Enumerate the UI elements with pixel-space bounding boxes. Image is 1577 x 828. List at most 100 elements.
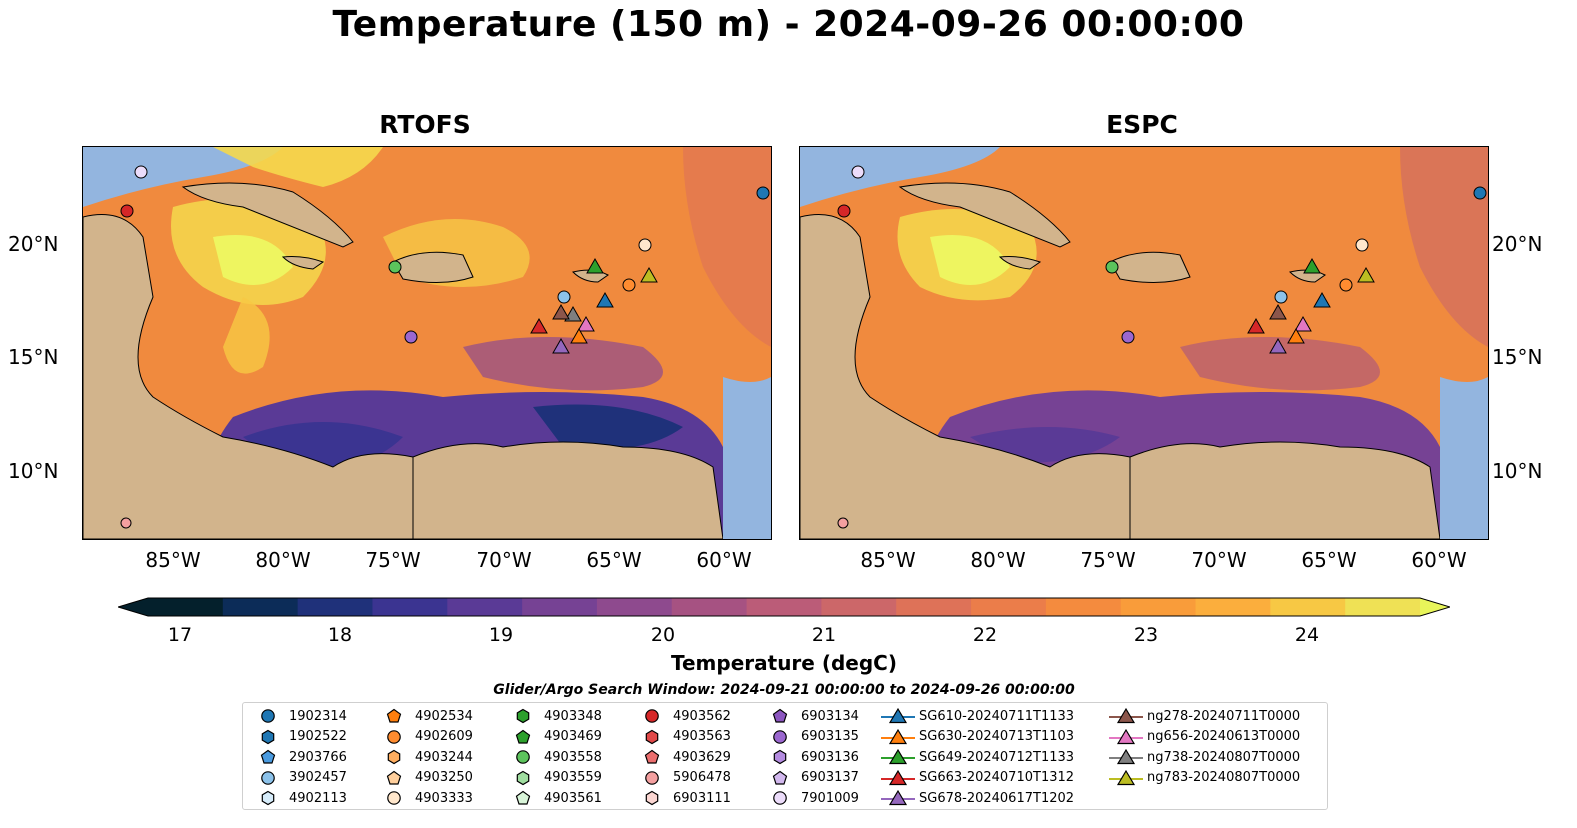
colorbar-tick: 19 — [488, 624, 514, 646]
legend-label: 1902522 — [289, 729, 347, 745]
pentagon-marker-icon — [761, 706, 799, 726]
legend-label: 3902457 — [289, 770, 347, 786]
triangle-marker-icon — [879, 768, 917, 788]
legend-label: 6903134 — [801, 708, 859, 724]
legend-item: 6903135 — [761, 727, 859, 748]
map-panel-espc — [799, 146, 1489, 540]
colorbar-tick: 24 — [1294, 624, 1320, 646]
colorbar-segment — [1045, 598, 1122, 616]
legend-item: SG649-20240712T1133 — [879, 747, 1074, 768]
lat-tick-right: 20°N — [1492, 232, 1543, 256]
legend-column: 4903562 4903563 4903629 5906478 6903111 — [633, 706, 731, 809]
lon-tick-espc: 60°W — [1411, 548, 1467, 572]
legend-item: 2903766 — [249, 747, 347, 768]
lon-tick-espc: 70°W — [1191, 548, 1247, 572]
map-panel-rtofs — [82, 146, 772, 540]
legend-label: 4903559 — [544, 770, 602, 786]
circle-marker-icon — [633, 706, 671, 726]
legend-item: 4903348 — [504, 706, 602, 727]
legend-label: SG649-20240712T1133 — [919, 749, 1075, 765]
circle-marker-icon — [249, 768, 287, 788]
colorbar-segment — [596, 598, 673, 616]
legend-label: 4903561 — [544, 790, 602, 806]
lat-tick-right: 10°N — [1492, 459, 1543, 483]
legend-column: 6903134 6903135 6903136 6903137 7901009 — [761, 706, 859, 809]
colorbar-segment — [671, 598, 748, 616]
lat-tick-right: 15°N — [1492, 345, 1543, 369]
legend-item: 4903559 — [504, 768, 602, 789]
hexagon-marker-icon — [504, 768, 542, 788]
legend-column: SG610-20240711T1133 SG630-20240713T1103 SG… — [879, 706, 1074, 809]
colorbar-under-extend — [118, 598, 148, 616]
legend-item: 4903250 — [375, 768, 473, 789]
lon-tick-espc: 80°W — [970, 548, 1026, 572]
legend-label: SG630-20240713T1103 — [919, 729, 1075, 745]
hexagon-marker-icon — [761, 747, 799, 767]
legend-label: 6903135 — [801, 729, 859, 745]
pentagon-marker-icon — [761, 768, 799, 788]
lon-tick-rtofs: 60°W — [696, 548, 752, 572]
colorbar-segment — [372, 598, 448, 616]
colorbar-segment — [447, 598, 523, 616]
legend-item: 4903244 — [375, 747, 473, 768]
circle-marker-icon — [375, 788, 413, 808]
panel-title-rtofs: RTOFS — [379, 110, 471, 139]
circle-marker-icon — [375, 727, 413, 747]
colorbar-tick: 23 — [1133, 624, 1159, 646]
circle-marker-icon — [761, 788, 799, 808]
pentagon-marker-icon — [375, 706, 413, 726]
legend-label: SG678-20240617T1202 — [919, 790, 1075, 806]
legend-item: 1902314 — [249, 706, 347, 727]
lon-tick-rtofs: 80°W — [255, 548, 311, 572]
legend-label: 6903111 — [673, 790, 731, 806]
pentagon-marker-icon — [375, 768, 413, 788]
legend-item: 4902534 — [375, 706, 473, 727]
legend-item: 4902113 — [249, 788, 347, 809]
legend-item: 5906478 — [633, 768, 731, 789]
triangle-marker-icon — [1107, 727, 1145, 747]
triangle-marker-icon — [1107, 747, 1145, 767]
colorbar-over-extend — [1420, 598, 1450, 616]
legend-item: 6903111 — [633, 788, 731, 809]
colorbar-tick: 21 — [811, 624, 837, 646]
legend-item: ng783-20240807T0000 — [1107, 768, 1300, 789]
legend-item: 4903563 — [633, 727, 731, 748]
hexagon-marker-icon — [633, 788, 671, 808]
legend-label: 4903244 — [415, 749, 473, 765]
legend-item: ng656-20240613T0000 — [1107, 727, 1300, 748]
legend-item: 4903561 — [504, 788, 602, 809]
hexagon-marker-icon — [249, 727, 287, 747]
legend-label: 4903469 — [544, 729, 602, 745]
legend-label: 4903558 — [544, 749, 602, 765]
legend-item: SG630-20240713T1103 — [879, 727, 1074, 748]
colorbar-label: Temperature (degC) — [671, 651, 897, 675]
legend-label: 4903348 — [544, 708, 602, 724]
legend-item: 1902522 — [249, 727, 347, 748]
triangle-marker-icon — [879, 747, 917, 767]
legend-item: ng738-20240807T0000 — [1107, 747, 1300, 768]
legend-label: ng278-20240711T0000 — [1147, 708, 1301, 724]
colorbar — [118, 597, 1450, 617]
legend-item: 6903137 — [761, 768, 859, 789]
legend-item: 3902457 — [249, 768, 347, 789]
colorbar-tick: 20 — [650, 624, 676, 646]
hexagon-marker-icon — [249, 788, 287, 808]
legend-label: SG663-20240710T1312 — [919, 770, 1075, 786]
legend-label: SG610-20240711T1133 — [919, 708, 1075, 724]
legend-item: 4903562 — [633, 706, 731, 727]
legend-label: 1902314 — [289, 708, 347, 724]
lat-tick-left: 15°N — [8, 345, 59, 369]
legend-column: 4903348 4903469 4903558 4903559 4903561 — [504, 706, 602, 809]
legend-label: ng738-20240807T0000 — [1147, 749, 1301, 765]
legend: 1902314 1902522 2903766 3902457 4902113 49025… — [242, 702, 1328, 810]
map-markers-rtofs — [120, 165, 770, 529]
colorbar-tick: 17 — [167, 624, 193, 646]
lon-tick-espc: 65°W — [1301, 548, 1357, 572]
colorbar-segment — [1195, 598, 1271, 616]
legend-label: 2903766 — [289, 749, 347, 765]
circle-marker-icon — [504, 747, 542, 767]
triangle-marker-icon — [1107, 768, 1145, 788]
legend-item: 4903469 — [504, 727, 602, 748]
legend-label: 4903250 — [415, 770, 473, 786]
legend-label: 6903136 — [801, 749, 859, 765]
